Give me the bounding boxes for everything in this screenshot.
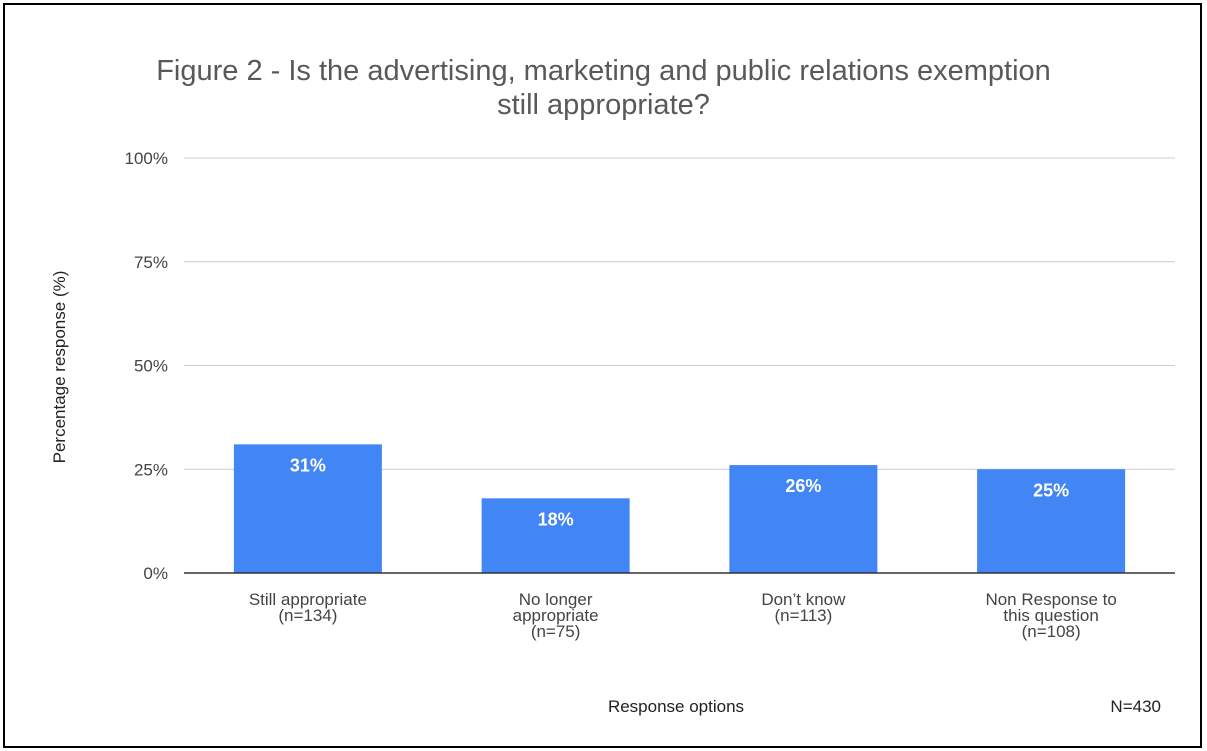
bar [481,498,630,573]
x-tick-label-line: Don’t know [761,590,846,609]
chart-title: Figure 2 - Is the advertising, marketing… [0,54,1207,122]
x-tick-label-line: (n=113) [774,606,832,625]
bar [729,465,878,573]
data-label: 18% [538,509,574,529]
bar [233,444,382,573]
y-tick-label: 0% [143,564,168,583]
data-label: 25% [1033,480,1069,500]
x-tick-label: Non Response to this question (n=108) [985,590,1116,641]
bar [977,469,1126,573]
x-tick-label-line: Non Response to [985,590,1116,609]
x-tick-label: Still appropriate (n=134) [249,590,367,625]
x-tick-label-line: (n=75) [531,622,581,641]
data-label: 26% [785,476,821,496]
y-tick-label: 75% [134,253,168,272]
sample-size-note: N=430 [1110,697,1161,716]
y-tick-label: 50% [134,357,168,376]
chart-frame [3,3,1202,748]
y-tick-label: 25% [134,460,168,479]
x-tick-label-line: Still appropriate [249,590,367,609]
chart-title-line-2: still appropriate? [497,89,710,121]
x-tick-label-line: No longer [519,590,593,609]
data-label: 31% [290,455,326,475]
x-tick-label: Don’t know (n=113) [761,590,846,625]
x-axis-title: Response options [607,697,745,716]
y-tick-label: 100% [125,149,168,168]
y-axis-title: Percentage response (%) [50,270,69,464]
chart-title-line-1: Figure 2 - Is the advertising, marketing… [156,55,1051,87]
x-tick-label-line: this question [1003,606,1098,625]
x-tick-label-line: (n=108) [1022,622,1081,641]
x-tick-label-line: (n=134) [278,606,337,625]
x-tick-label-line: appropriate [513,606,599,625]
x-tick-label: No longer appropriate (n=75) [513,590,599,641]
